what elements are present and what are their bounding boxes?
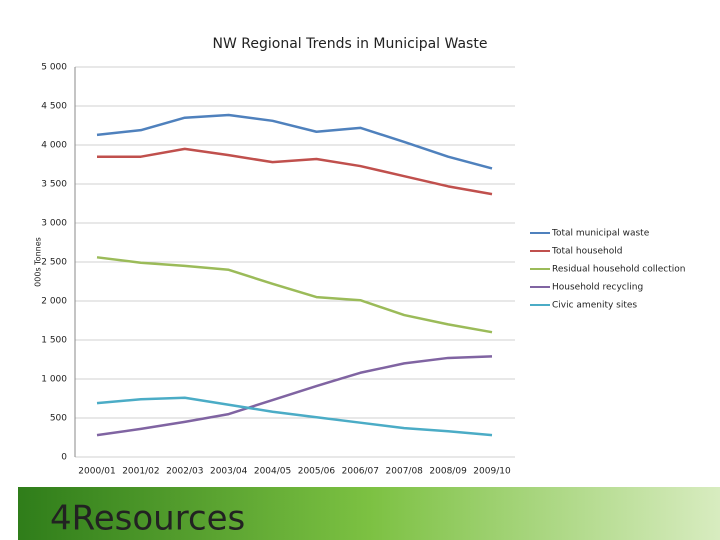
x-tick-label: 2003/04	[210, 467, 248, 477]
series-line	[97, 147, 493, 196]
y-tick-label: 2 000	[41, 297, 67, 307]
x-tick-label: 2001/02	[122, 467, 159, 477]
x-tick-label: 2004/05	[254, 467, 291, 477]
y-tick-label: 3 500	[41, 180, 67, 190]
legend-label: Total household	[551, 247, 622, 257]
legend-label: Residual household collection	[552, 265, 685, 275]
y-tick-label: 4 000	[41, 141, 67, 151]
legend-label: Total municipal waste	[551, 229, 650, 239]
chart-title: NW Regional Trends in Municipal Waste	[213, 36, 488, 52]
x-tick-label: 2005/06	[298, 467, 336, 477]
x-tick-label: 2000/01	[78, 467, 115, 477]
series-line	[96, 113, 493, 170]
legend-label: Civic amenity sites	[552, 301, 637, 311]
x-tick-label: 2007/08	[386, 467, 424, 477]
footer-logo: 4Resources	[50, 499, 245, 539]
y-tick-label: 1 500	[41, 336, 67, 346]
series-line	[96, 396, 493, 437]
series-line	[96, 256, 493, 334]
x-tick-label: 2009/10	[473, 467, 511, 477]
y-tick-label: 3 000	[41, 219, 67, 229]
y-tick-label: 4 500	[41, 102, 67, 112]
x-tick-label: 2002/03	[166, 467, 203, 477]
y-tick-label: 1 000	[41, 375, 67, 385]
series-line	[96, 355, 493, 437]
y-tick-label: 5 000	[41, 63, 67, 73]
y-tick-label: 2 500	[41, 258, 67, 268]
y-tick-label: 0	[61, 453, 67, 463]
footer-banner	[18, 487, 720, 540]
y-axis-label: 000s Tonnes	[34, 237, 43, 287]
legend-label: Household recycling	[552, 283, 643, 293]
x-tick-label: 2008/09	[429, 467, 467, 477]
y-tick-label: 500	[50, 414, 67, 424]
x-tick-label: 2006/07	[342, 467, 379, 477]
